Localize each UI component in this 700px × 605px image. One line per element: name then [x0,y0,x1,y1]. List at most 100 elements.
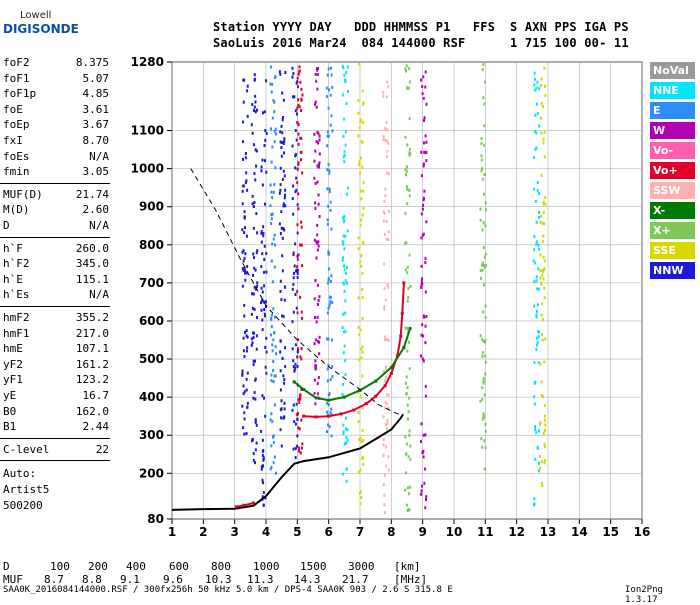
echo-point [535,309,538,313]
param-value: 3.05 [82,165,110,179]
echo-point [328,252,331,256]
echo-point [274,374,277,378]
echo-point [342,432,345,436]
echo-point [342,216,345,220]
echo-point [251,341,254,345]
echo-point [382,453,385,457]
echo-point [292,447,295,451]
muf-frequency-value: 9.1 [120,573,140,586]
echo-point [270,160,273,164]
echo-point [483,143,486,147]
echo-point [253,307,256,311]
param-d: D N/A [3,219,109,233]
echo-point [420,285,423,289]
echo-point [253,73,256,77]
echo-point [361,271,364,275]
echo-point [538,215,541,219]
echo-point [254,110,257,114]
echo-point [359,502,362,506]
echo-point [279,350,282,354]
echo-point [386,338,389,342]
echo-point [245,171,248,175]
echo-point [263,270,266,274]
echo-point [407,417,410,421]
legend-x: X+ [650,222,695,239]
echo-point [294,362,297,366]
echo-point [360,140,363,144]
echo-point [261,318,264,322]
echo-point [261,453,264,457]
echo-point [361,374,364,378]
echo-point [252,331,255,335]
echo-point [264,414,267,418]
echo-point [405,503,408,507]
muf-frequency-unit: [MHz] [394,573,428,586]
echo-point [292,72,295,76]
echo-point [345,71,348,75]
echo-point [405,69,408,73]
echo-point [422,359,425,363]
param-value: 4.85 [82,87,110,101]
echo-point [357,99,360,103]
echo-point [295,81,298,85]
echo-point [279,289,282,293]
echo-point [387,85,390,89]
echo-point [406,349,409,353]
echo-point [533,304,536,308]
muf-distance-value: 1500 [300,560,327,573]
echo-point [294,292,297,296]
echo-point [317,162,320,166]
echo-point [260,240,263,244]
echo-point [536,340,539,344]
echo-point [272,441,275,445]
echo-point [422,118,425,122]
x-tick-label: 2 [199,525,207,539]
echo-point [357,247,360,251]
trace-point [383,384,387,388]
echo-point [422,449,425,453]
echo-point [284,188,287,192]
echo-point [316,223,319,227]
echo-point [326,311,329,315]
echo-point [538,422,541,426]
echo-point [300,310,303,314]
echo-point [421,334,424,338]
echo-point [254,420,257,424]
param-value: N/A [89,219,109,232]
param-value: 123.2 [75,373,109,387]
echo-point [291,144,294,148]
echo-point [253,105,256,109]
echo-point [293,420,296,424]
echo-point [536,80,539,84]
echo-point [535,313,538,317]
echo-point [482,379,485,383]
legend-vo: Vo- [650,142,695,159]
echo-point [342,281,345,285]
echo-point [346,89,349,93]
echo-point [241,189,244,193]
echo-point [408,396,411,400]
echo-point [283,407,286,411]
echo-point [278,222,281,226]
echo-point [261,252,264,256]
x-tick-label: 11 [477,525,494,539]
echo-point [296,275,299,279]
echo-point [241,373,244,377]
param-value: 115.1 [75,272,109,286]
echo-point [265,371,268,375]
echo-point [484,172,487,176]
echo-point [261,438,264,442]
x-tick-label: 10 [446,525,463,539]
echo-point [541,484,544,488]
y-tick-label: 400 [139,390,164,404]
echo-point [314,207,317,211]
param-label: fxI [3,134,23,147]
echo-point [384,445,387,449]
echo-point [327,306,330,310]
x-tick-label: 5 [293,525,301,539]
echo-point [274,75,277,79]
echo-point [540,481,543,485]
echo-point [294,129,297,133]
param-label: foEp [3,118,30,132]
echo-point [407,508,410,512]
